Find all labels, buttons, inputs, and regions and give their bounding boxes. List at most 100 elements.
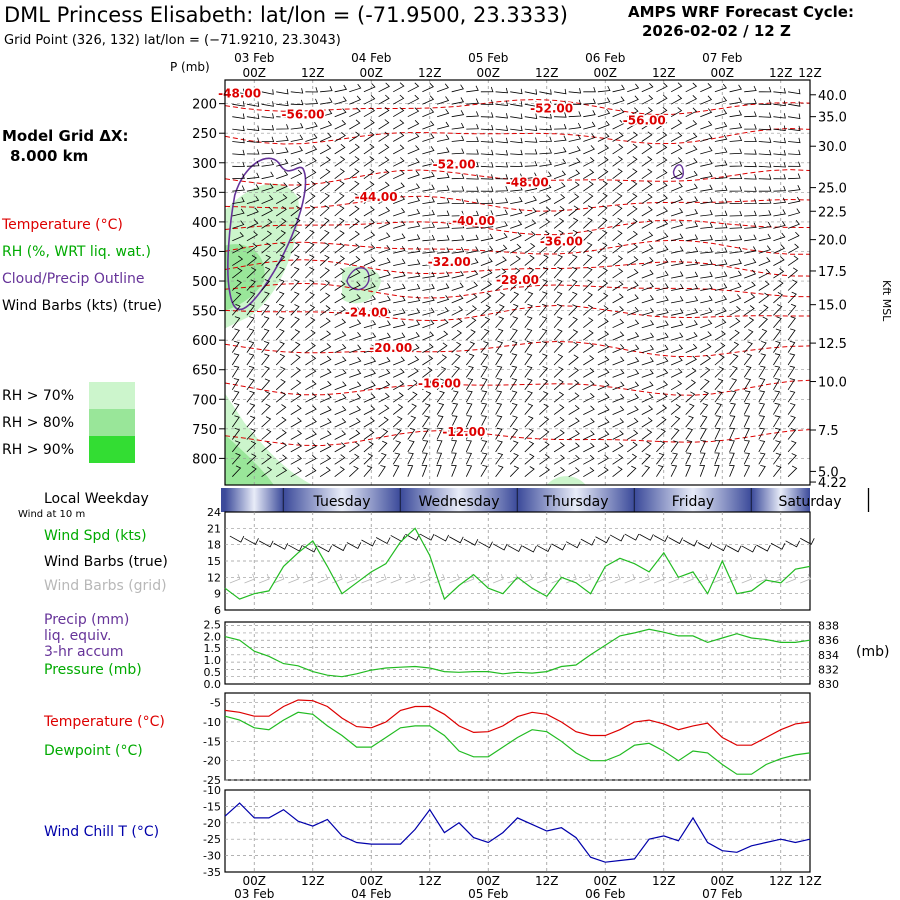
wind-barb-509 bbox=[451, 440, 457, 453]
wind-barb-526 bbox=[466, 258, 479, 266]
wind-barb-448 bbox=[436, 83, 449, 93]
wind-barb-371 bbox=[393, 320, 406, 329]
isotherm-label-2: -52.00 bbox=[530, 102, 573, 116]
wind-barb-942 bbox=[656, 257, 669, 266]
wind-barb-700 bbox=[539, 428, 550, 440]
wind-barb-762 bbox=[568, 404, 580, 415]
wind-barb-1230 bbox=[787, 255, 799, 266]
wind-barb-1195 bbox=[773, 221, 786, 229]
wind-barb-386 bbox=[407, 107, 420, 118]
wind-barb-862 bbox=[612, 454, 624, 465]
wind-barb-617 bbox=[510, 196, 523, 204]
wind-barb-1155 bbox=[758, 124, 772, 131]
wind-barb-294 bbox=[363, 156, 375, 167]
wind-barb-299 bbox=[363, 218, 375, 229]
wind-barb-1223 bbox=[788, 173, 801, 180]
wind-barb-609 bbox=[510, 101, 523, 107]
g-p2-rtick-4: 838 bbox=[818, 620, 839, 633]
true-wind-barb-26 bbox=[609, 534, 625, 542]
model-grid-label: Model Grid ΔX: 8.000 km bbox=[2, 126, 129, 166]
wind-barb-793 bbox=[583, 393, 595, 403]
wind-barb-343 bbox=[378, 368, 391, 378]
wind-barb-373 bbox=[393, 344, 406, 353]
wind-barb-35 bbox=[246, 125, 260, 131]
wind-barb-764 bbox=[568, 430, 580, 440]
wind-barb-275 bbox=[349, 319, 362, 329]
top-date-label-1: 04 Feb bbox=[351, 51, 391, 65]
wind-barb-734 bbox=[553, 454, 565, 465]
wind-barb-501 bbox=[451, 341, 462, 353]
wind-barb-639 bbox=[509, 465, 520, 477]
wind-barb-301 bbox=[363, 244, 376, 254]
wind-barb-1071 bbox=[714, 271, 728, 279]
wind-barb-336 bbox=[378, 283, 391, 291]
wind-barb-274 bbox=[349, 306, 362, 316]
wind-barb-920 bbox=[641, 381, 654, 391]
wind-barb-973 bbox=[671, 246, 684, 254]
wind-barb-652 bbox=[524, 231, 536, 242]
wind-barb-239 bbox=[334, 267, 346, 279]
wind-barb-705 bbox=[554, 100, 567, 107]
grid-wind-barb-4 bbox=[288, 573, 299, 584]
wind-barb-325 bbox=[378, 143, 390, 155]
grid-wind-barb-38 bbox=[785, 573, 797, 584]
wind-barb-812 bbox=[597, 229, 608, 242]
wind-barb-744 bbox=[568, 181, 580, 192]
wind-barb-931 bbox=[656, 119, 668, 130]
wind-barb-938 bbox=[656, 207, 668, 217]
wind-barb-1086 bbox=[714, 452, 720, 465]
wind-barb-230 bbox=[334, 156, 346, 167]
wind-barb-99 bbox=[276, 124, 289, 130]
wind-barb-210 bbox=[319, 305, 331, 316]
true-wind-barb-5 bbox=[302, 545, 318, 553]
wind-barb-600 bbox=[495, 378, 503, 390]
time-axis: 00Z00Z12Z12Z00Z00Z12Z12Z00Z00Z12Z12Z00Z0… bbox=[234, 51, 822, 900]
wind-barb-55 bbox=[246, 365, 255, 378]
wind-barb-782 bbox=[583, 254, 593, 266]
wind-barb-1175 bbox=[758, 365, 766, 378]
wind-barb-879 bbox=[627, 268, 639, 279]
wind-barb-7 bbox=[232, 173, 245, 180]
wind-barb-596 bbox=[495, 328, 504, 341]
g-p4-ytick-3: -20 bbox=[203, 817, 221, 830]
wind-barb-1070 bbox=[714, 259, 728, 266]
wind-barb-673 bbox=[539, 101, 552, 107]
wind-barb-629 bbox=[509, 340, 518, 353]
wind-barb-605 bbox=[495, 440, 503, 453]
grid-wind-barb-3 bbox=[273, 573, 285, 584]
wind-barb-75 bbox=[261, 218, 273, 229]
wind-barb-1152 bbox=[758, 86, 772, 93]
wind-barb-1158 bbox=[758, 162, 772, 168]
wind-barb-743 bbox=[568, 169, 581, 180]
wind-barb-395 bbox=[407, 221, 421, 229]
wind-barb-191 bbox=[305, 467, 317, 478]
wind-barb-403 bbox=[407, 320, 421, 329]
wind-barb-248 bbox=[334, 381, 347, 391]
wind-barb-392 bbox=[407, 183, 420, 192]
wind-barb-1082 bbox=[714, 402, 722, 415]
wind-barb-758 bbox=[568, 354, 579, 366]
wind-barb-519 bbox=[466, 174, 479, 180]
wind-barb-511 bbox=[451, 464, 457, 477]
wind-barb-478 bbox=[436, 452, 443, 465]
wind-barb-69 bbox=[261, 148, 275, 155]
wind-barb-976 bbox=[671, 283, 684, 291]
wind-barb-134 bbox=[290, 157, 303, 167]
wind-barb-391 bbox=[407, 170, 420, 180]
wind-barb-871 bbox=[626, 168, 638, 180]
wind-barb-289 bbox=[363, 95, 376, 105]
wind-barb-844 bbox=[612, 230, 623, 242]
wind-barb-425 bbox=[422, 197, 435, 204]
wind-barbs-grid-legend: Wind Barbs (grid) bbox=[44, 578, 167, 594]
wind-barb-140 bbox=[290, 229, 301, 242]
pressure-tick-label-5: 450 bbox=[192, 245, 217, 260]
wind-barb-287 bbox=[349, 465, 359, 477]
wind-barb-220 bbox=[319, 430, 332, 440]
wind-barb-63 bbox=[246, 466, 257, 478]
wind-barb-852 bbox=[612, 331, 625, 341]
wind-barb-745 bbox=[568, 193, 580, 204]
wind-barb-276 bbox=[349, 331, 362, 341]
wind-barb-927 bbox=[641, 465, 651, 477]
wind-barb-254 bbox=[334, 454, 346, 465]
wind-barb-94 bbox=[261, 453, 272, 465]
